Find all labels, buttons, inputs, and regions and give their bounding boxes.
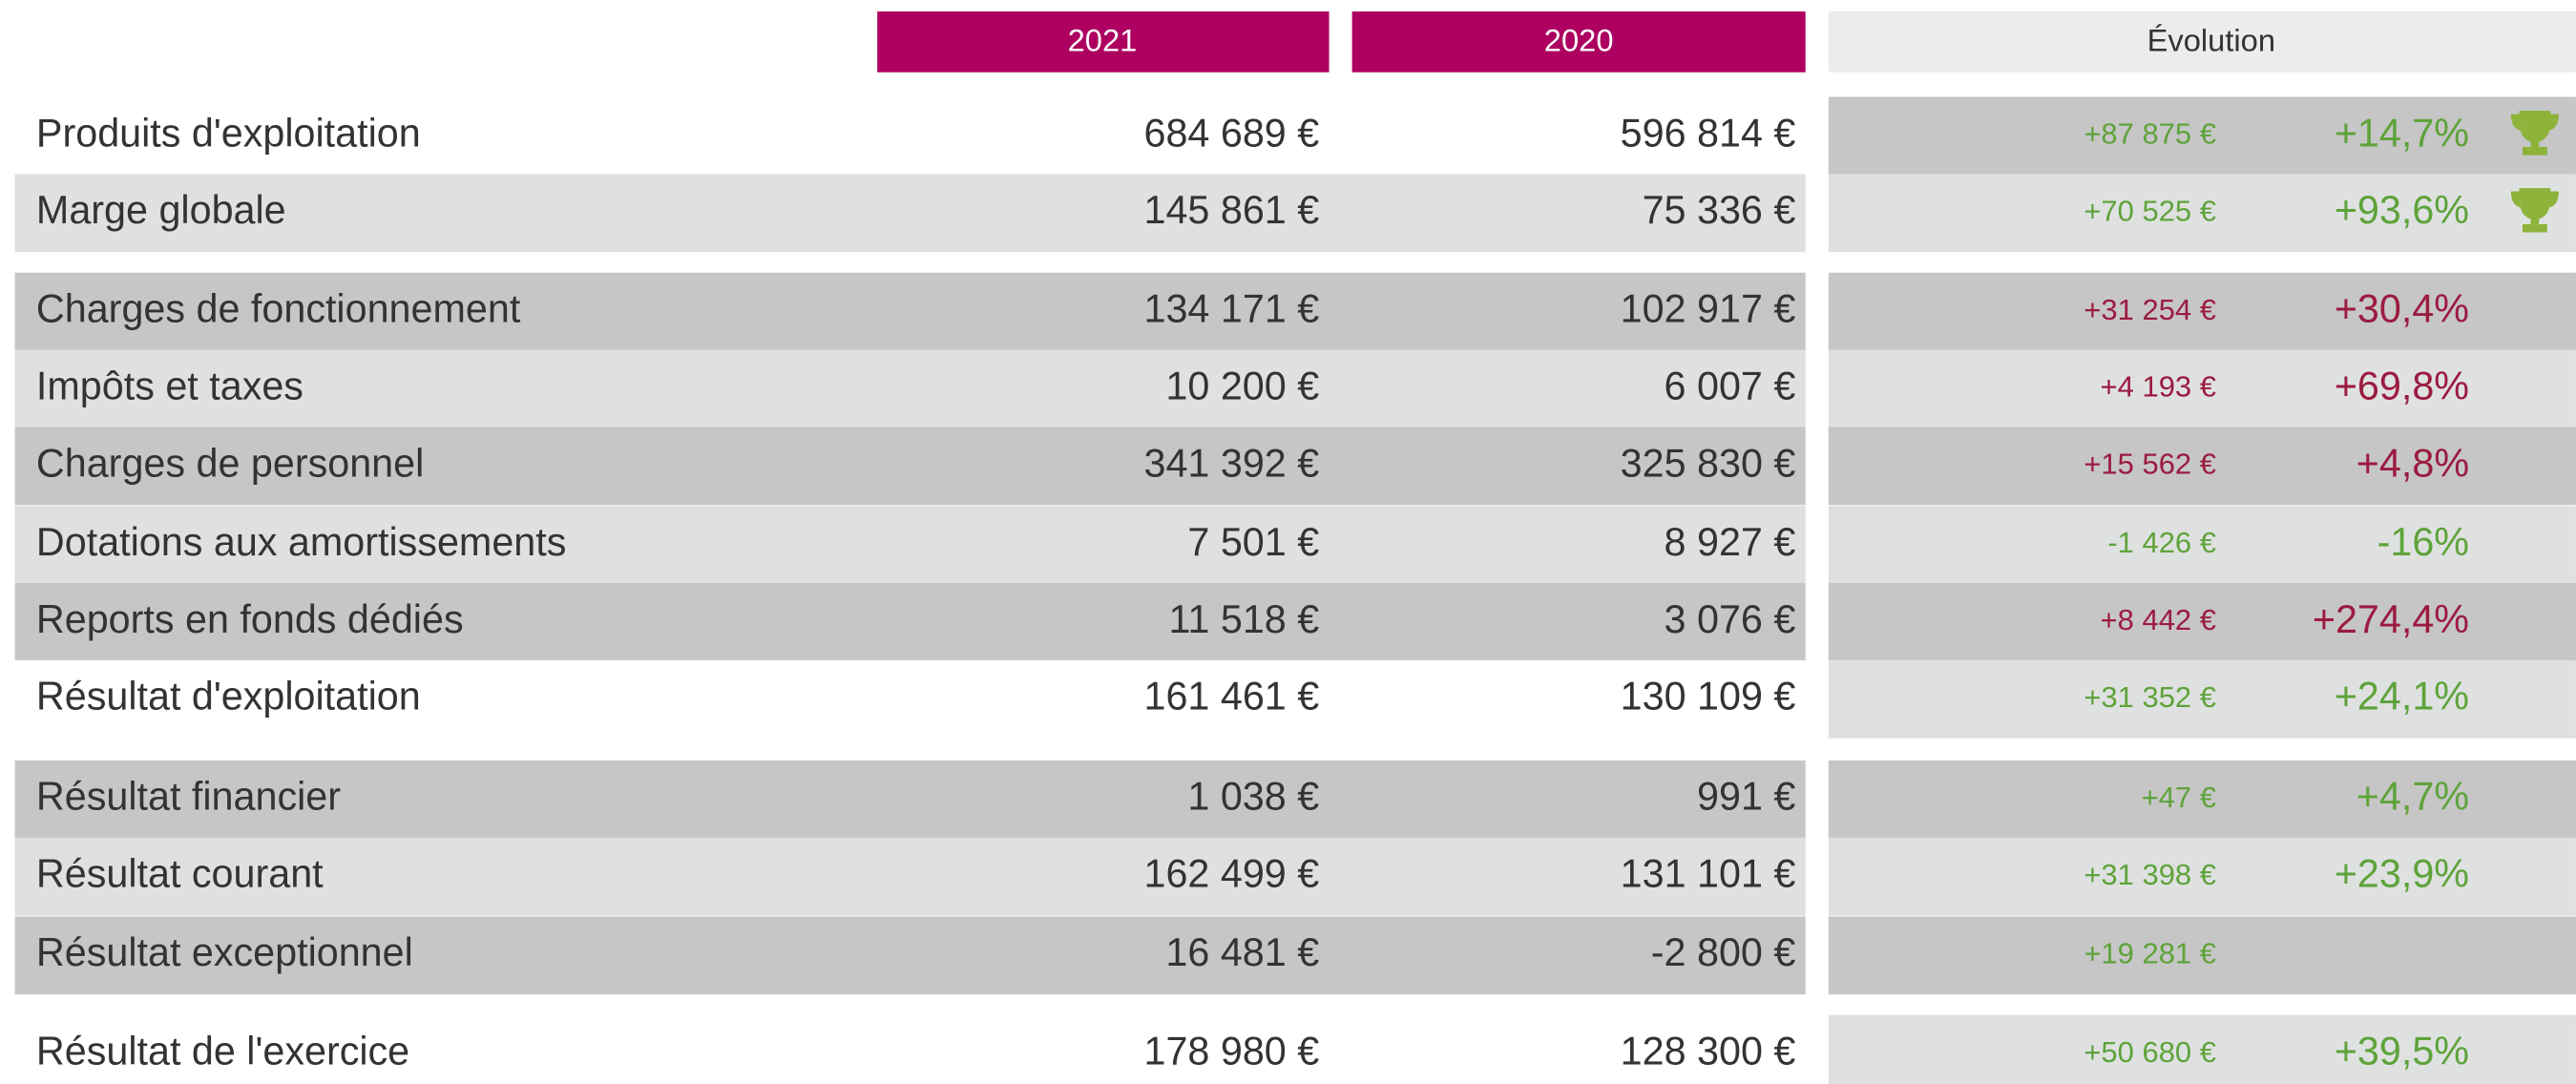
row-bg xyxy=(14,427,1806,506)
row-bg xyxy=(14,96,1806,176)
value-2021: 16 481 € xyxy=(1165,930,1319,974)
delta: +19 281 € xyxy=(2084,937,2216,970)
value-2020: 8 927 € xyxy=(1665,520,1796,564)
value-2021: 145 861 € xyxy=(1143,188,1319,232)
percent: +274,4% xyxy=(2313,597,2469,641)
delta: +47 € xyxy=(2142,781,2216,814)
row-bg xyxy=(14,272,1806,351)
row-bg xyxy=(14,583,1806,661)
evolution-bg xyxy=(1828,96,2576,176)
value-2021: 7 501 € xyxy=(1187,520,1319,564)
evolution-bg xyxy=(1828,583,2576,661)
evolution-bg xyxy=(1828,506,2576,584)
row-label: Charges de fonctionnement xyxy=(36,287,521,331)
evolution-bg xyxy=(1828,837,2576,916)
header-cell xyxy=(1828,11,2576,73)
evolution-bg xyxy=(1828,916,2576,995)
evolution-bg xyxy=(1828,174,2576,253)
delta: -1 426 € xyxy=(2107,526,2216,559)
evolution-bg xyxy=(1828,427,2576,506)
value-2020: 596 814 € xyxy=(1621,111,1796,155)
percent: +69,8% xyxy=(2335,364,2469,407)
evolution-bg xyxy=(1828,659,2576,739)
evolution-bg xyxy=(1828,272,2576,351)
delta: +31 352 € xyxy=(2084,680,2216,714)
row-label: Produits d'exploitation xyxy=(36,111,421,155)
row-label: Marge globale xyxy=(36,188,286,232)
trophy-icon xyxy=(2510,111,2559,156)
row-label: Charges de personnel xyxy=(36,441,424,485)
value-2020: 130 109 € xyxy=(1621,675,1796,719)
value-2020: -2 800 € xyxy=(1651,930,1796,974)
value-2020: 991 € xyxy=(1697,775,1795,819)
percent: +24,1% xyxy=(2335,675,2469,719)
value-2020: 6 007 € xyxy=(1665,364,1796,407)
percent: -16% xyxy=(2377,520,2469,564)
evolution-bg xyxy=(1828,349,2576,428)
percent: +30,4% xyxy=(2335,287,2469,331)
row-bg xyxy=(14,760,1806,839)
delta: +87 875 € xyxy=(2084,117,2216,151)
value-2021: 684 689 € xyxy=(1143,111,1319,155)
delta: +8 442 € xyxy=(2101,603,2216,636)
trophy-icon xyxy=(2510,188,2559,233)
row-bg xyxy=(14,1014,1806,1084)
delta: +70 525 € xyxy=(2084,195,2216,228)
value-2021: 341 392 € xyxy=(1143,441,1319,485)
row-label: Reports en fonds dédiés xyxy=(36,597,464,641)
delta: +31 398 € xyxy=(2084,858,2216,891)
value-2020: 102 917 € xyxy=(1621,287,1796,331)
percent: +23,9% xyxy=(2335,852,2469,896)
value-2021: 1 038 € xyxy=(1187,775,1319,819)
value-2021: 162 499 € xyxy=(1143,852,1319,896)
value-2021: 10 200 € xyxy=(1165,364,1319,407)
value-2020: 75 336 € xyxy=(1643,188,1796,232)
header-label: Évolution xyxy=(2147,22,2275,57)
value-2020: 325 830 € xyxy=(1621,441,1796,485)
delta: +31 254 € xyxy=(2084,293,2216,326)
row-bg xyxy=(14,174,1806,253)
row-bg xyxy=(14,837,1806,916)
header-label: 2020 xyxy=(1544,22,1614,57)
value-2020: 3 076 € xyxy=(1665,597,1796,641)
row-label: Résultat exceptionnel xyxy=(36,930,413,974)
percent: +93,6% xyxy=(2335,188,2469,232)
row-label: Résultat de l'exercice xyxy=(36,1029,409,1073)
delta: +15 562 € xyxy=(2084,448,2216,481)
percent: +4,7% xyxy=(2356,775,2469,819)
value-2021: 178 980 € xyxy=(1143,1029,1319,1073)
delta: +50 680 € xyxy=(2084,1035,2216,1069)
percent: +39,5% xyxy=(2335,1029,2469,1073)
row-label: Résultat financier xyxy=(36,775,341,819)
delta: +4 193 € xyxy=(2101,370,2216,404)
value-2021: 11 518 € xyxy=(1169,597,1320,641)
value-2021: 161 461 € xyxy=(1143,675,1319,719)
header-cell xyxy=(1351,11,1806,73)
header-label: 2021 xyxy=(1068,22,1138,57)
percent: +14,7% xyxy=(2335,111,2469,155)
evolution-bg xyxy=(1828,1014,2576,1084)
row-label: Impôts et taxes xyxy=(36,364,304,407)
row-label: Dotations aux amortissements xyxy=(36,520,566,564)
row-label: Résultat courant xyxy=(36,852,324,896)
value-2020: 131 101 € xyxy=(1621,852,1796,896)
row-bg xyxy=(14,349,1806,428)
row-bg xyxy=(14,659,1806,739)
percent: +4,8% xyxy=(2356,441,2469,485)
value-2021: 134 171 € xyxy=(1143,287,1319,331)
evolution-bg xyxy=(1828,760,2576,839)
row-bg xyxy=(14,506,1806,584)
value-2020: 128 300 € xyxy=(1621,1029,1796,1073)
header-cell xyxy=(877,11,1330,73)
row-bg xyxy=(14,916,1806,995)
row-label: Résultat d'exploitation xyxy=(36,675,421,719)
